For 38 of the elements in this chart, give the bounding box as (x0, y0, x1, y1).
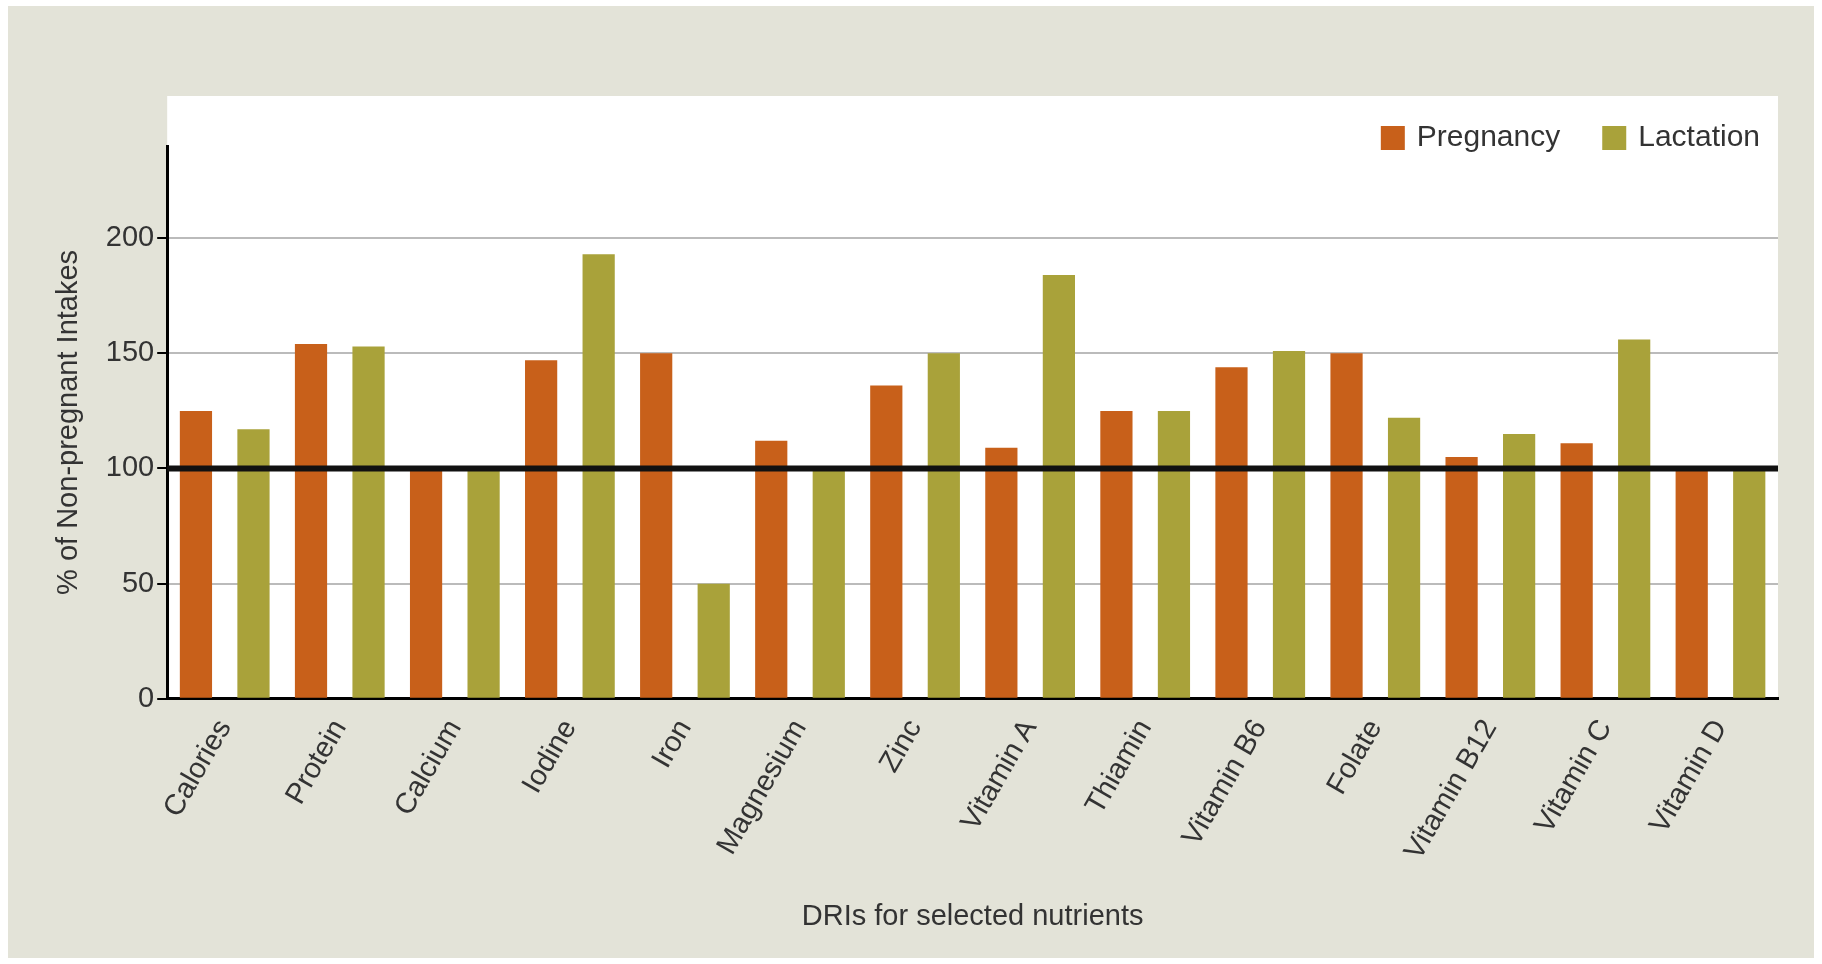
y-tick-label: 100 (105, 450, 155, 483)
bar (1387, 417, 1421, 698)
bar (755, 440, 788, 698)
bar (582, 254, 615, 698)
y-tick-label: 150 (105, 335, 155, 368)
x-axis-title: DRIs for selected nutrients (801, 898, 1144, 931)
bar (985, 447, 1018, 698)
bar (409, 468, 443, 698)
bar (1560, 443, 1593, 698)
y-tick-label: 0 (138, 680, 155, 713)
bar (1330, 353, 1363, 698)
bar (525, 360, 558, 698)
bar (1733, 468, 1766, 698)
bar (237, 429, 270, 698)
bar (1618, 339, 1651, 698)
bar (1445, 456, 1478, 698)
bar (640, 353, 673, 698)
bar (1503, 433, 1536, 698)
y-axis-title: % of Non-pregnant Intakes (51, 249, 84, 595)
y-tick-label: 200 (105, 220, 155, 253)
bar (294, 344, 328, 698)
bar (467, 468, 500, 698)
bar (1042, 275, 1075, 698)
bar (1100, 410, 1133, 698)
bar (870, 385, 903, 698)
bar (697, 583, 730, 698)
bar (1675, 468, 1708, 698)
x-tick-label: Iron (644, 713, 698, 773)
legend-label: Pregnancy (1416, 119, 1561, 153)
bar (927, 353, 960, 698)
bar (812, 468, 845, 698)
bar (179, 410, 213, 698)
bar (1215, 367, 1248, 698)
y-tick-label: 50 (121, 565, 155, 598)
bar (352, 346, 385, 698)
bar (1272, 351, 1306, 698)
bar (1157, 410, 1191, 698)
legend-label: Lactation (1638, 119, 1761, 153)
